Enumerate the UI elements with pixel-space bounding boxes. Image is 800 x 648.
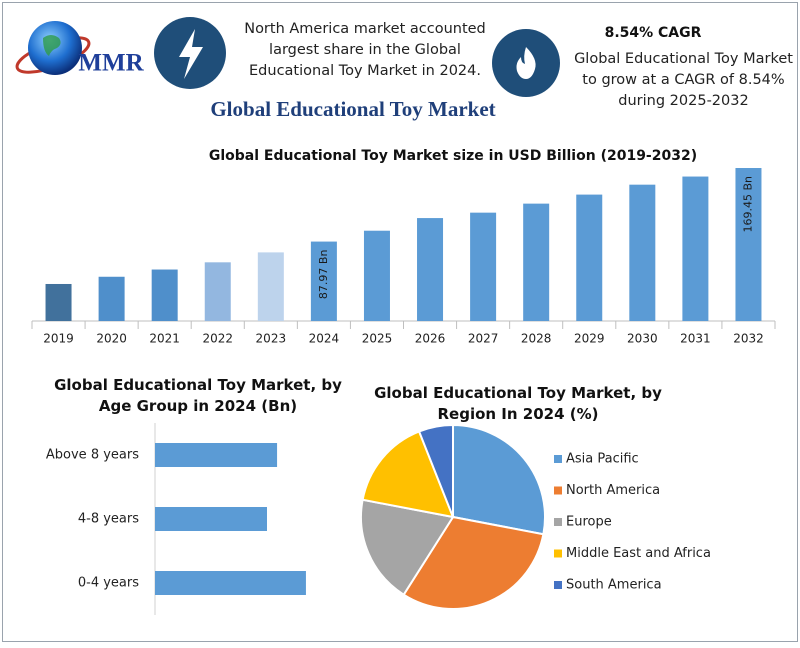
logo-land — [43, 35, 61, 56]
y-tick-label: 0-4 years — [78, 576, 139, 591]
x-tick-label: 2028 — [521, 332, 552, 346]
x-tick-label: 2023 — [256, 332, 287, 346]
legend-label: Middle East and Africa — [566, 546, 711, 561]
x-tick-label: 2032 — [733, 332, 764, 346]
bar — [155, 571, 306, 595]
bar — [523, 203, 550, 321]
bar — [629, 184, 656, 321]
pie-slice — [361, 430, 455, 519]
x-tick-label: 2022 — [202, 332, 233, 346]
bar — [257, 252, 284, 321]
x-tick-label: 2025 — [362, 332, 393, 346]
bar — [417, 218, 444, 321]
value-label: 87.97 Bn — [317, 250, 330, 300]
hbar-chart-title: Global Educational Toy Market, by Age Gr… — [54, 376, 342, 415]
bar — [45, 283, 72, 321]
x-tick-label: 2020 — [96, 332, 127, 346]
x-tick-label: 2030 — [627, 332, 658, 346]
bar — [98, 276, 125, 321]
flame-icon — [492, 29, 560, 97]
y-tick-label: Above 8 years — [46, 448, 139, 463]
icon-bolt — [179, 29, 203, 79]
bar — [151, 269, 178, 321]
x-tick-label: 2031 — [680, 332, 711, 346]
legend-swatch — [554, 486, 562, 495]
x-tick-label: 2024 — [309, 332, 340, 346]
legend-swatch — [554, 455, 562, 463]
chart-canvas: MMR 2019 2020 2021 2022 2023 2024 87.97 Bn 2025… — [15, 17, 776, 615]
legend-label: North America — [566, 483, 660, 498]
x-tick-label: 2027 — [468, 332, 499, 346]
logo: MMR — [15, 21, 145, 77]
legend-swatch — [554, 581, 562, 589]
legend-swatch — [554, 549, 562, 558]
bar — [576, 194, 603, 321]
logo-text: MMR — [78, 50, 144, 77]
cagr-heading: 8.54% CAGR — [604, 25, 702, 41]
right-note: Global Educational Toy Market to grow at… — [574, 51, 793, 109]
bar — [363, 230, 390, 321]
x-tick-label: 2026 — [415, 332, 446, 346]
bar-chart-title: Global Educational Toy Market size in US… — [208, 148, 698, 164]
bar — [470, 212, 497, 321]
y-tick-label: 4-8 years — [78, 512, 139, 527]
pie-slice — [417, 423, 454, 518]
bar — [682, 176, 709, 321]
bolt-icon — [154, 17, 226, 89]
x-tick-label: 2021 — [149, 332, 180, 346]
legend-label: Europe — [566, 515, 612, 530]
main-title: Global Educational Toy Market — [210, 97, 496, 121]
value-label: 169.45 Bn — [741, 176, 754, 233]
bar — [735, 168, 762, 321]
legend-label: South America — [566, 578, 662, 593]
bar — [155, 443, 278, 467]
bar — [155, 507, 267, 531]
legend-swatch — [554, 518, 562, 526]
x-tick-label: 2029 — [574, 332, 605, 346]
pie-slice — [452, 423, 546, 536]
left-note: North America market accounted largest s… — [244, 21, 486, 79]
icon-flame — [516, 47, 536, 79]
x-tick-label: 2019 — [43, 332, 74, 346]
legend-label: Asia Pacific — [566, 452, 639, 467]
bar — [204, 262, 231, 321]
bar — [310, 241, 337, 321]
pie-chart-title: Global Educational Toy Market, by Region… — [374, 384, 662, 423]
pie-slice — [360, 498, 455, 597]
